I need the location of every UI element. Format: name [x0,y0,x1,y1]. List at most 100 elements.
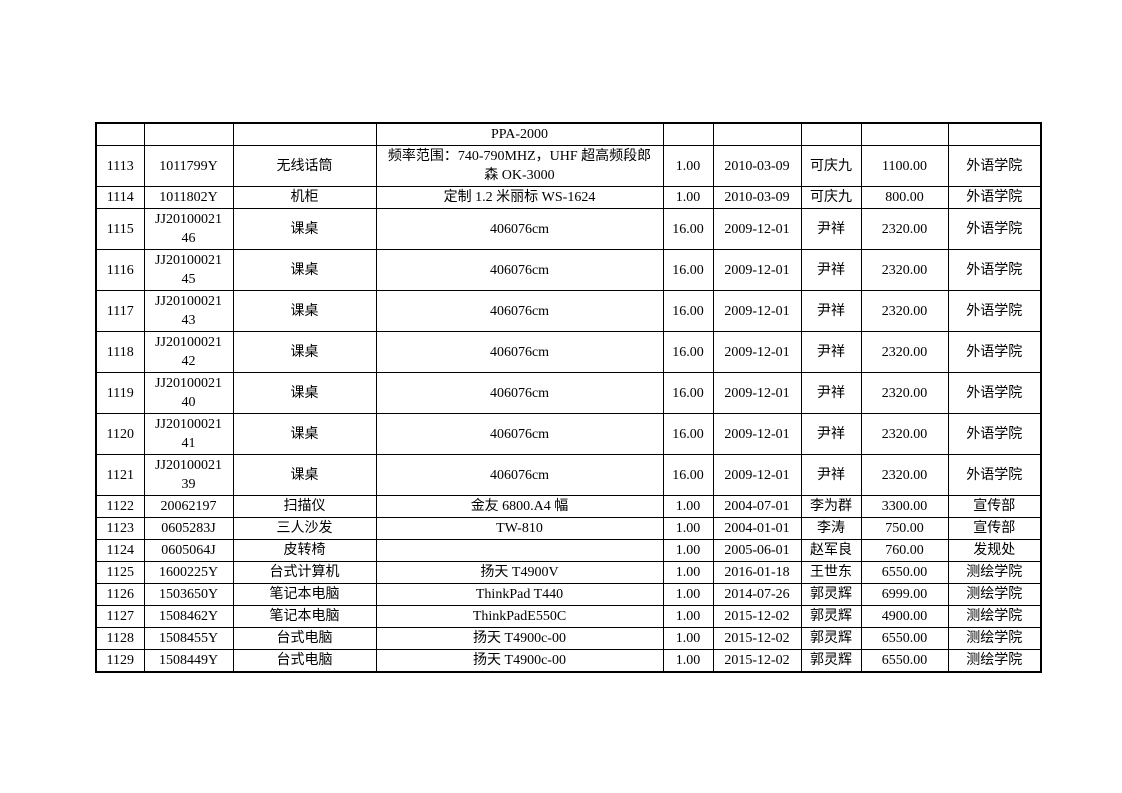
cell-item-name: 课桌 [232,290,377,332]
cell-specification: 406076cm [375,413,664,455]
cell-person: 郭灵辉 [800,649,862,673]
cell-item-name: 皮转椅 [232,539,377,562]
cell-row-number: 1129 [95,649,145,673]
cell-specification: 扬天 T4900c-00 [375,649,664,673]
cell-specification: 406076cm [375,454,664,496]
table-row: 1115 JJ20100021 46 课桌 406076cm 16.00 200… [95,208,1042,250]
cell-item-name: 台式计算机 [232,561,377,584]
cell-specification: 扬天 T4900V [375,561,664,584]
cell-quantity: 1.00 [662,517,714,540]
cell-person: 王世东 [800,561,862,584]
cell-quantity: 1.00 [662,561,714,584]
cell-item-name: 扫描仪 [232,495,377,518]
table-row: 1128 1508455Y 台式电脑 扬天 T4900c-00 1.00 201… [95,627,1042,650]
cell-row-number: 1121 [95,454,145,496]
cell-quantity: 16.00 [662,413,714,455]
cell-item-name: 无线话筒 [232,145,377,187]
cell-quantity: 16.00 [662,331,714,373]
cell-price: 6550.00 [860,649,949,673]
cell-specification [375,539,664,562]
cell-specification: 频率范围：740-790MHZ，UHF 超高频段郎 森 OK-3000 [375,145,664,187]
cell-item-name: 课桌 [232,454,377,496]
cell-quantity: 1.00 [662,627,714,650]
cell-specification: ThinkPad T440 [375,583,664,606]
cell-person: 尹祥 [800,331,862,373]
cell-date: 2009-12-01 [712,454,802,496]
cell-asset-id [143,122,234,146]
cell-asset-id: 20062197 [143,495,234,518]
cell-asset-id: JJ20100021 45 [143,249,234,291]
cell-person: 郭灵辉 [800,605,862,628]
cell-row-number: 1122 [95,495,145,518]
cell-row-number: 1123 [95,517,145,540]
table-row: 1126 1503650Y 笔记本电脑 ThinkPad T440 1.00 2… [95,583,1042,606]
cell-specification: 406076cm [375,331,664,373]
cell-item-name [232,122,377,146]
cell-department: 外语学院 [947,290,1042,332]
table-row: 1116 JJ20100021 45 课桌 406076cm 16.00 200… [95,249,1042,291]
cell-price: 3300.00 [860,495,949,518]
cell-quantity: 16.00 [662,208,714,250]
cell-asset-id: 1011799Y [143,145,234,187]
cell-asset-id: 1508449Y [143,649,234,673]
cell-asset-id: 1503650Y [143,583,234,606]
cell-date: 2009-12-01 [712,331,802,373]
cell-row-number: 1113 [95,145,145,187]
cell-asset-id: JJ20100021 43 [143,290,234,332]
cell-department: 测绘学院 [947,627,1042,650]
cell-price: 2320.00 [860,331,949,373]
cell-item-name: 课桌 [232,249,377,291]
table-row: 1113 1011799Y 无线话筒 频率范围：740-790MHZ，UHF 超… [95,145,1042,187]
cell-department: 外语学院 [947,331,1042,373]
cell-person: 郭灵辉 [800,583,862,606]
cell-specification: PPA-2000 [375,122,664,146]
cell-person: 李为群 [800,495,862,518]
cell-date: 2015-12-02 [712,605,802,628]
cell-specification: 406076cm [375,372,664,414]
table-body: PPA-2000 1113 1011799Y 无线话筒 频率范围：740-790… [95,122,1042,673]
cell-row-number: 1128 [95,627,145,650]
cell-row-number: 1120 [95,413,145,455]
table-row: 1122 20062197 扫描仪 金友 6800.A4 幅 1.00 2004… [95,495,1042,518]
cell-asset-id: JJ20100021 39 [143,454,234,496]
cell-person: 尹祥 [800,249,862,291]
cell-price: 6550.00 [860,561,949,584]
cell-date: 2016-01-18 [712,561,802,584]
cell-quantity: 1.00 [662,649,714,673]
cell-price: 760.00 [860,539,949,562]
cell-date: 2004-01-01 [712,517,802,540]
cell-date: 2009-12-01 [712,249,802,291]
cell-asset-id: JJ20100021 42 [143,331,234,373]
cell-date: 2004-07-01 [712,495,802,518]
cell-asset-id: JJ20100021 40 [143,372,234,414]
cell-person: 可庆九 [800,186,862,209]
cell-person: 可庆九 [800,145,862,187]
cell-row-number: 1115 [95,208,145,250]
cell-price: 6550.00 [860,627,949,650]
cell-quantity: 1.00 [662,495,714,518]
cell-price: 2320.00 [860,249,949,291]
table-row: 1121 JJ20100021 39 课桌 406076cm 16.00 200… [95,454,1042,496]
cell-row-number: 1114 [95,186,145,209]
cell-item-name: 课桌 [232,208,377,250]
cell-quantity: 16.00 [662,372,714,414]
cell-department: 外语学院 [947,372,1042,414]
cell-quantity: 16.00 [662,454,714,496]
cell-date [712,122,802,146]
cell-date: 2009-12-01 [712,372,802,414]
table-row: 1125 1600225Y 台式计算机 扬天 T4900V 1.00 2016-… [95,561,1042,584]
cell-quantity: 16.00 [662,290,714,332]
cell-department: 外语学院 [947,145,1042,187]
cell-specification: 406076cm [375,249,664,291]
cell-specification: 金友 6800.A4 幅 [375,495,664,518]
cell-specification: 定制 1.2 米丽标 WS-1624 [375,186,664,209]
cell-date: 2015-12-02 [712,627,802,650]
table-row: 1123 0605283J 三人沙发 TW-810 1.00 2004-01-0… [95,517,1042,540]
cell-asset-id: 1508455Y [143,627,234,650]
cell-row-number: 1116 [95,249,145,291]
cell-date: 2009-12-01 [712,413,802,455]
cell-asset-id: 1600225Y [143,561,234,584]
cell-price: 2320.00 [860,372,949,414]
cell-department: 测绘学院 [947,583,1042,606]
table-row: 1119 JJ20100021 40 课桌 406076cm 16.00 200… [95,372,1042,414]
